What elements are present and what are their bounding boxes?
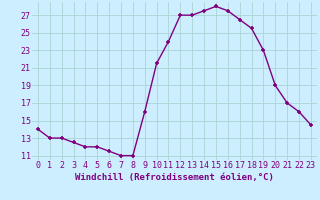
X-axis label: Windchill (Refroidissement éolien,°C): Windchill (Refroidissement éolien,°C) — [75, 173, 274, 182]
